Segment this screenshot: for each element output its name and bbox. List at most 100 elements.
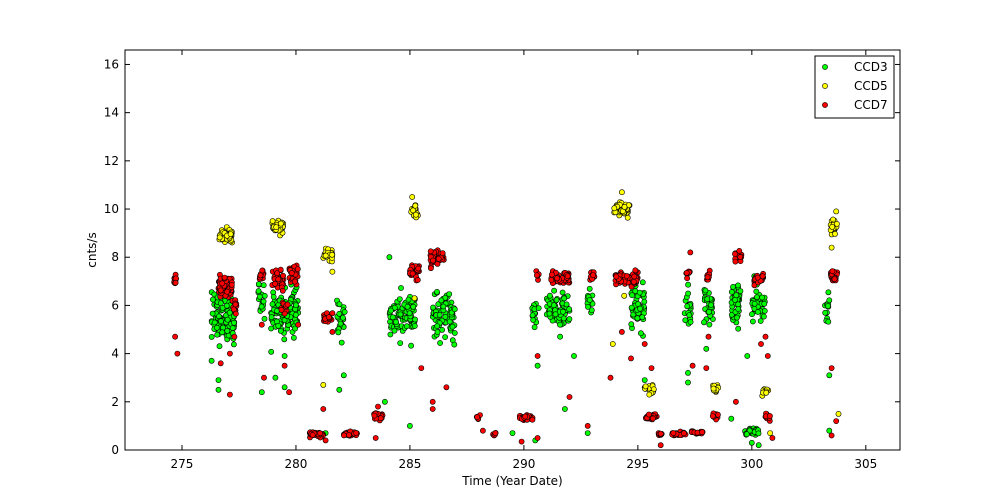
- marker-ccd7-94: [232, 301, 239, 308]
- marker-ccd5-286: [619, 189, 625, 196]
- marker-ccd3-805: [336, 386, 343, 393]
- marker-ccd7-616: [670, 430, 677, 436]
- x-axis-label: Time (Year Date): [461, 474, 562, 488]
- marker-ccd5-281: [834, 220, 840, 227]
- marker-ccd3-725: [754, 294, 760, 300]
- marker-ccd7-249: [317, 430, 323, 437]
- marker-ccd7-775: [657, 442, 664, 449]
- marker-ccd3-417: [430, 304, 436, 311]
- marker-ccd3-822: [748, 439, 755, 446]
- marker-ccd3-568: [641, 298, 648, 305]
- marker-ccd3-806: [340, 372, 347, 379]
- marker-ccd7-771: [619, 328, 625, 335]
- marker-ccd7-760: [418, 365, 425, 371]
- marker-ccd7-369: [427, 265, 434, 272]
- y-tick-label: 12: [104, 154, 119, 168]
- marker-ccd3-800: [258, 389, 265, 396]
- marker-ccd3-592: [629, 292, 635, 299]
- marker-ccd5-277: [832, 230, 838, 237]
- marker-ccd3-388: [435, 301, 442, 308]
- marker-ccd3-426: [434, 323, 440, 329]
- marker-ccd3-436: [451, 306, 458, 313]
- marker-ccd7-755: [320, 406, 327, 412]
- marker-ccd7-786: [828, 432, 835, 439]
- marker-ccd3-108: [231, 319, 237, 326]
- marker-ccd3-815: [584, 430, 591, 436]
- marker-ccd3-730: [761, 307, 768, 314]
- marker-ccd3-274: [336, 310, 343, 317]
- y-tick-label: 8: [111, 250, 119, 264]
- marker-ccd7-93: [232, 310, 239, 317]
- marker-ccd7-194: [284, 301, 291, 308]
- marker-ccd3-297: [398, 285, 404, 291]
- marker-ccd7-475: [549, 271, 555, 278]
- marker-ccd5-88: [269, 218, 276, 224]
- marker-ccd3-691: [735, 325, 742, 332]
- marker-ccd7-780: [733, 398, 739, 405]
- marker-ccd7-749: [231, 333, 238, 340]
- marker-ccd7-472: [548, 277, 555, 283]
- marker-ccd3-807: [381, 398, 388, 405]
- marker-ccd3-424: [440, 303, 447, 310]
- marker-ccd7-759: [375, 403, 381, 410]
- marker-ccd7-654: [704, 274, 711, 281]
- marker-ccd3-752: [826, 297, 833, 304]
- marker-ccd3-624: [685, 281, 691, 288]
- marker-ccd3-325: [408, 342, 414, 349]
- marker-ccd3-530: [560, 308, 566, 315]
- marker-ccd7-626: [683, 269, 690, 276]
- marker-ccd7-109: [259, 267, 266, 274]
- marker-ccd3-353: [404, 303, 411, 310]
- marker-ccd3-462: [559, 289, 566, 296]
- marker-ccd3-664: [708, 302, 714, 308]
- marker-ccd7-769: [584, 422, 591, 429]
- marker-ccd3-607: [634, 315, 641, 322]
- marker-ccd7-591: [657, 430, 664, 437]
- marker-ccd3-533: [566, 316, 573, 322]
- marker-ccd3-88: [214, 331, 221, 338]
- marker-ccd7-179: [288, 270, 295, 276]
- marker-ccd3-799: [215, 386, 222, 393]
- marker-ccd3-744: [761, 300, 768, 307]
- marker-ccd3-504: [553, 297, 560, 303]
- marker-ccd3-234: [281, 336, 288, 343]
- marker-ccd7-79: [219, 280, 226, 287]
- marker-ccd3-812: [534, 362, 541, 369]
- marker-ccd3-629: [685, 290, 691, 297]
- marker-ccd7-431: [534, 272, 540, 279]
- marker-ccd7-752: [281, 362, 288, 369]
- marker-ccd3-738: [751, 300, 758, 307]
- marker-ccd7-390: [492, 430, 499, 436]
- marker-ccd7-666: [709, 413, 716, 419]
- marker-ccd3-704: [728, 289, 735, 295]
- marker-ccd7-748: [226, 391, 233, 398]
- marker-ccd3-349: [411, 323, 418, 329]
- marker-ccd3-678: [735, 282, 741, 289]
- marker-ccd5-292: [835, 410, 842, 417]
- marker-ccd3-422: [439, 326, 445, 333]
- marker-ccd7-747: [226, 350, 233, 357]
- marker-ccd3-114: [229, 325, 236, 331]
- marker-ccd3-420: [434, 288, 440, 295]
- marker-ccd3-435: [438, 297, 445, 304]
- marker-ccd7-753: [286, 389, 292, 396]
- marker-ccd3-113: [217, 300, 224, 307]
- marker-ccd5-209: [611, 205, 618, 212]
- marker-ccd5-94: [273, 224, 280, 230]
- marker-ccd3-609: [628, 304, 635, 311]
- marker-ccd3-726: [750, 318, 756, 325]
- marker-ccd3-810: [509, 430, 516, 436]
- x-tick-label: 275: [171, 457, 194, 471]
- marker-ccd5-280: [829, 223, 836, 230]
- marker-ccd5-290: [828, 244, 835, 251]
- marker-ccd7-772: [628, 355, 634, 362]
- marker-ccd3-319: [393, 319, 399, 325]
- marker-ccd7-742: [831, 276, 838, 282]
- marker-ccd7-723: [767, 413, 773, 419]
- marker-ccd5-208: [621, 203, 628, 210]
- plot-area: [125, 50, 900, 450]
- marker-ccd3-522: [557, 333, 563, 340]
- marker-ccd3-270: [341, 309, 348, 315]
- marker-ccd5-124: [329, 251, 335, 258]
